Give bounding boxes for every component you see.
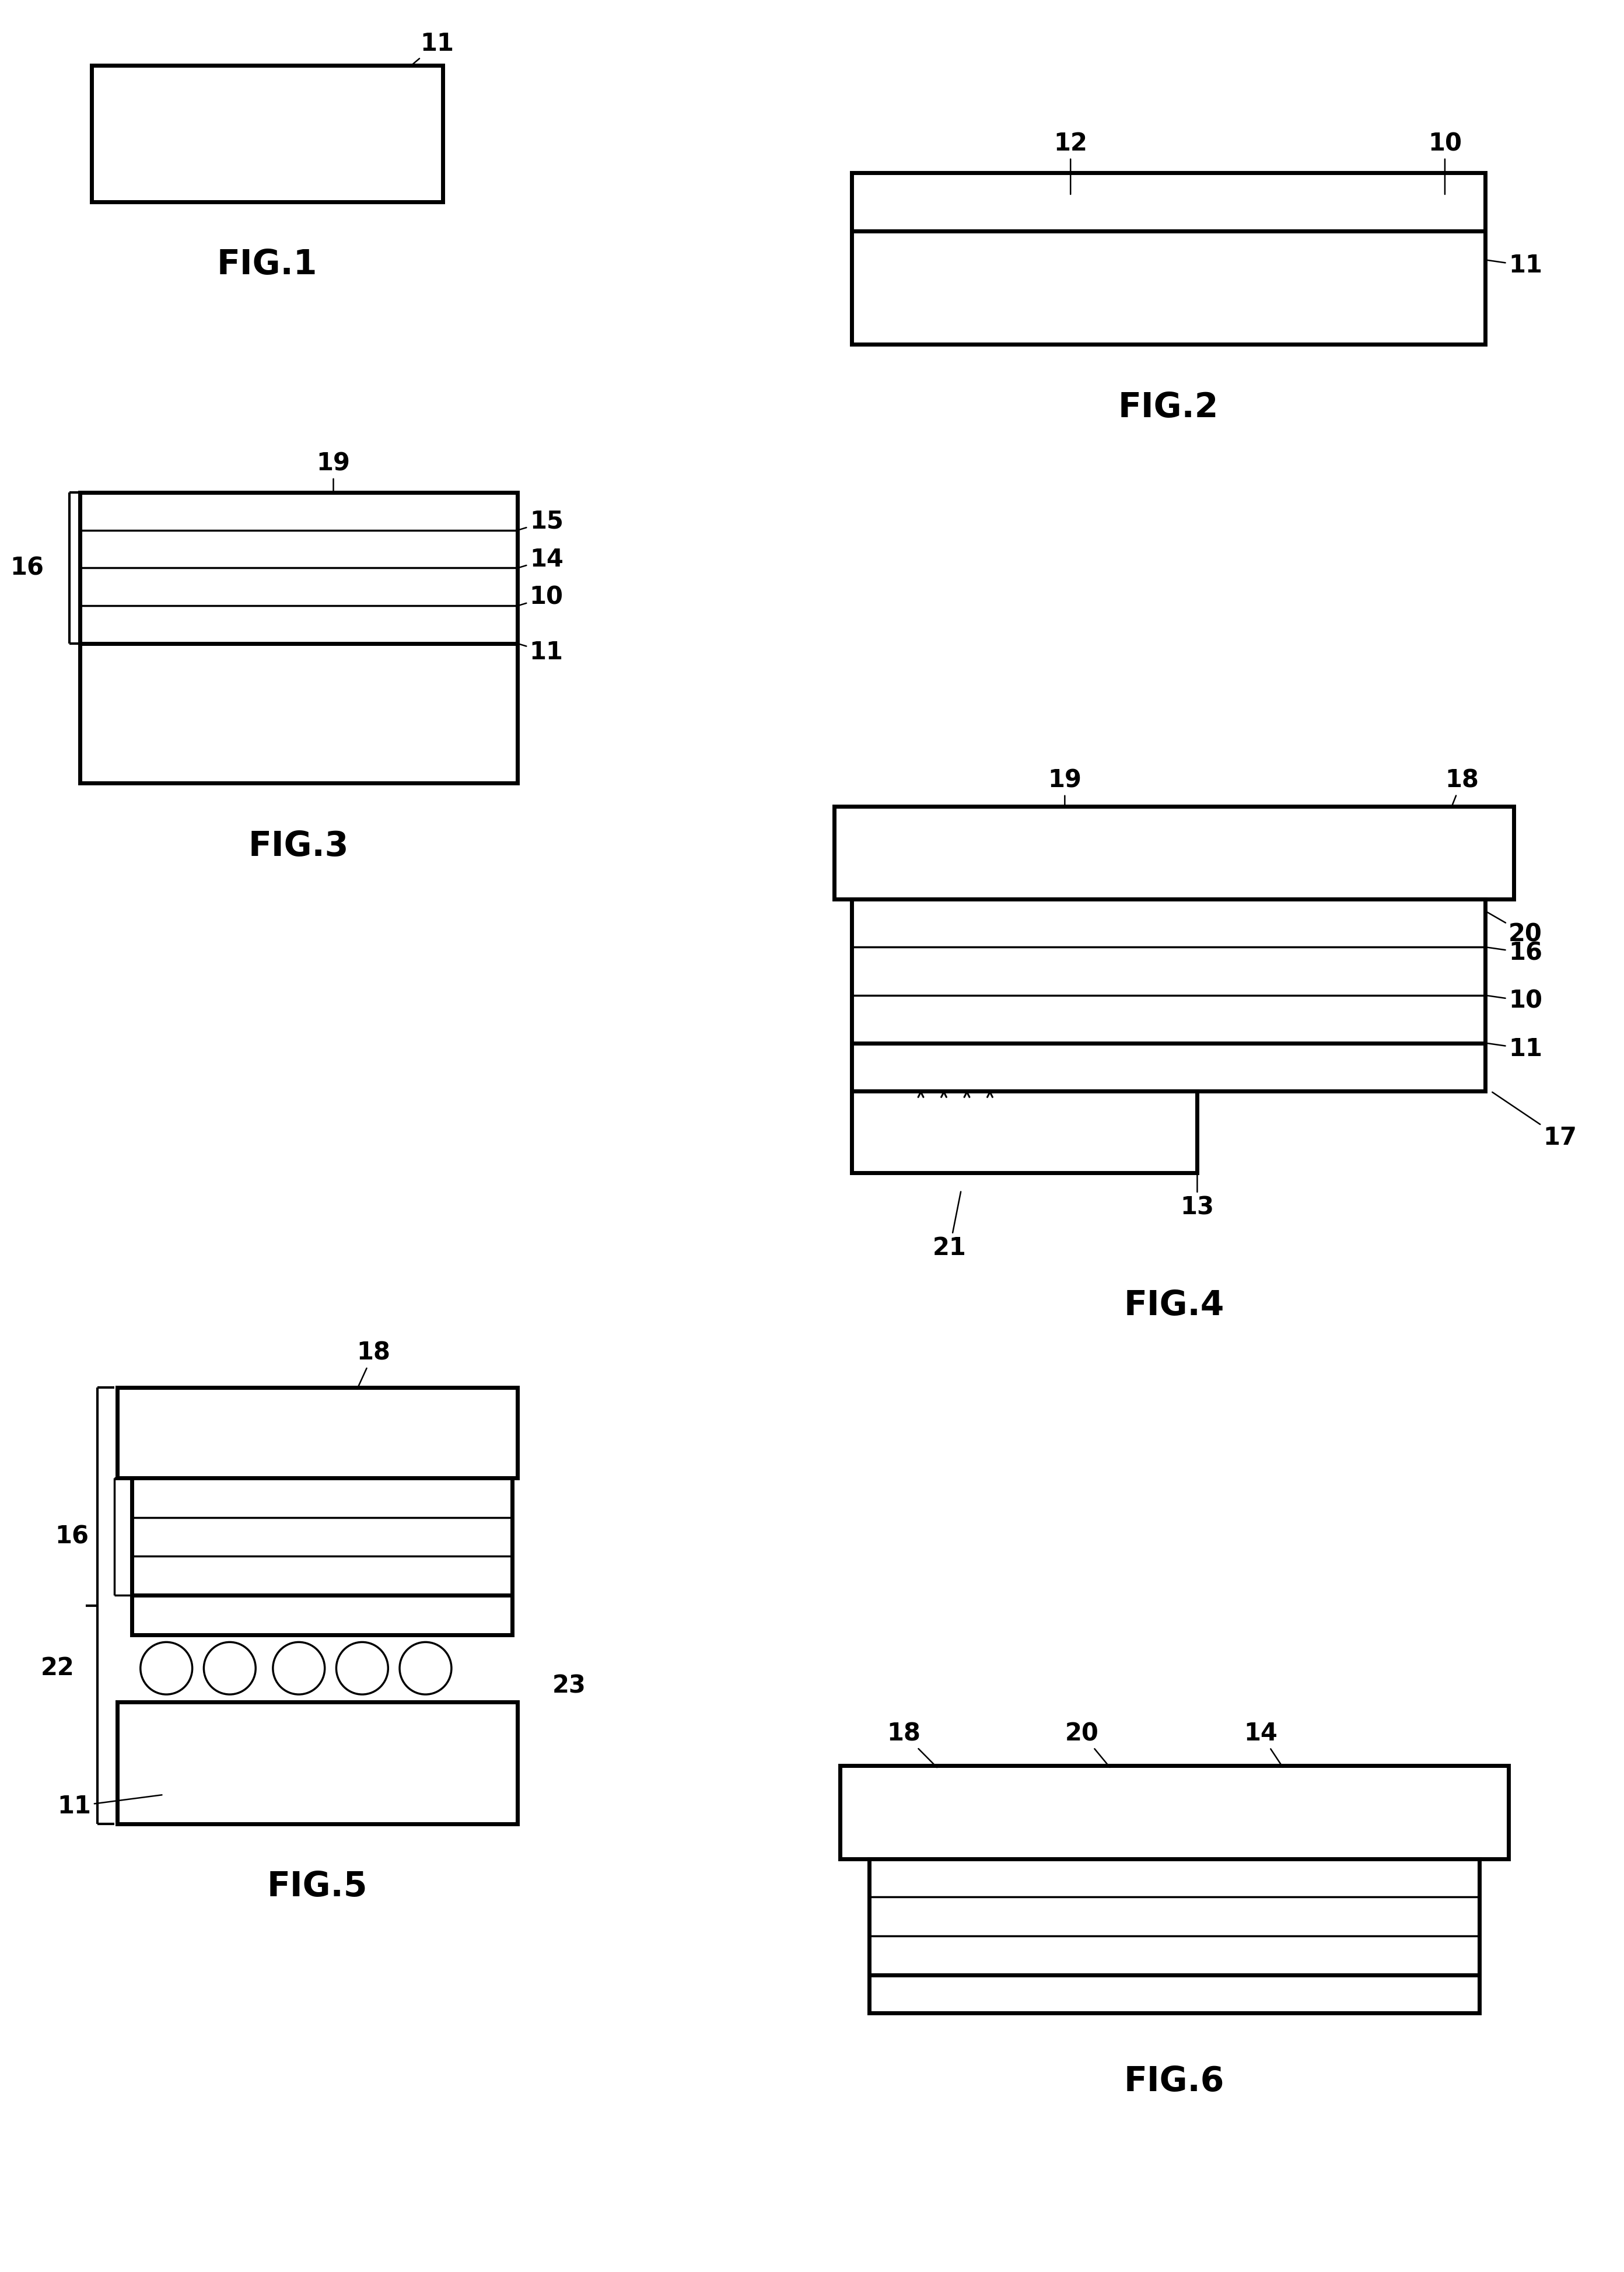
Text: 10: 10: [1488, 988, 1543, 1013]
Text: FIG.5: FIG.5: [268, 1870, 369, 1904]
Text: FIG.3: FIG.3: [248, 829, 349, 863]
Text: 20: 20: [1065, 1722, 1109, 1768]
Bar: [117, 1388, 518, 1477]
Text: 22: 22: [41, 1656, 75, 1681]
Text: 13: 13: [1181, 1175, 1215, 1220]
Bar: [132, 1477, 512, 1636]
Text: 12: 12: [1054, 132, 1088, 195]
Bar: [835, 807, 1514, 900]
Text: 20: 20: [1486, 911, 1543, 947]
Text: 11: 11: [1488, 1036, 1543, 1061]
Text: 10: 10: [1427, 132, 1462, 195]
Text: 14: 14: [520, 548, 564, 573]
Text: 11: 11: [1488, 254, 1543, 277]
Text: 11: 11: [520, 641, 564, 663]
Bar: [91, 66, 443, 202]
Bar: [840, 1765, 1509, 1858]
Text: 16: 16: [55, 1525, 89, 1550]
Bar: [851, 1091, 1197, 1172]
Text: 18: 18: [357, 1340, 391, 1388]
Text: 14: 14: [1244, 1722, 1283, 1768]
Bar: [851, 900, 1486, 1091]
Text: 16: 16: [10, 557, 44, 579]
Text: 21: 21: [932, 1191, 966, 1261]
Bar: [80, 493, 518, 784]
Text: FIG.4: FIG.4: [1124, 1288, 1224, 1322]
Bar: [869, 1858, 1479, 2013]
Text: 16: 16: [1488, 941, 1543, 966]
Text: 11: 11: [409, 32, 455, 66]
Text: 15: 15: [520, 509, 564, 534]
Text: 11: 11: [57, 1795, 162, 1818]
Text: FIG.1: FIG.1: [218, 248, 317, 282]
Text: 19: 19: [1047, 768, 1082, 807]
Text: FIG.2: FIG.2: [1119, 391, 1218, 425]
Text: FIG.6: FIG.6: [1124, 2065, 1224, 2099]
Text: 23: 23: [552, 1674, 586, 1697]
Text: 10: 10: [520, 584, 564, 609]
Text: 18: 18: [1445, 768, 1479, 809]
Text: 17: 17: [1492, 1093, 1577, 1150]
Text: 18: 18: [887, 1722, 937, 1768]
Text: 19: 19: [317, 452, 351, 493]
Bar: [117, 1702, 518, 1824]
Bar: [851, 173, 1486, 343]
